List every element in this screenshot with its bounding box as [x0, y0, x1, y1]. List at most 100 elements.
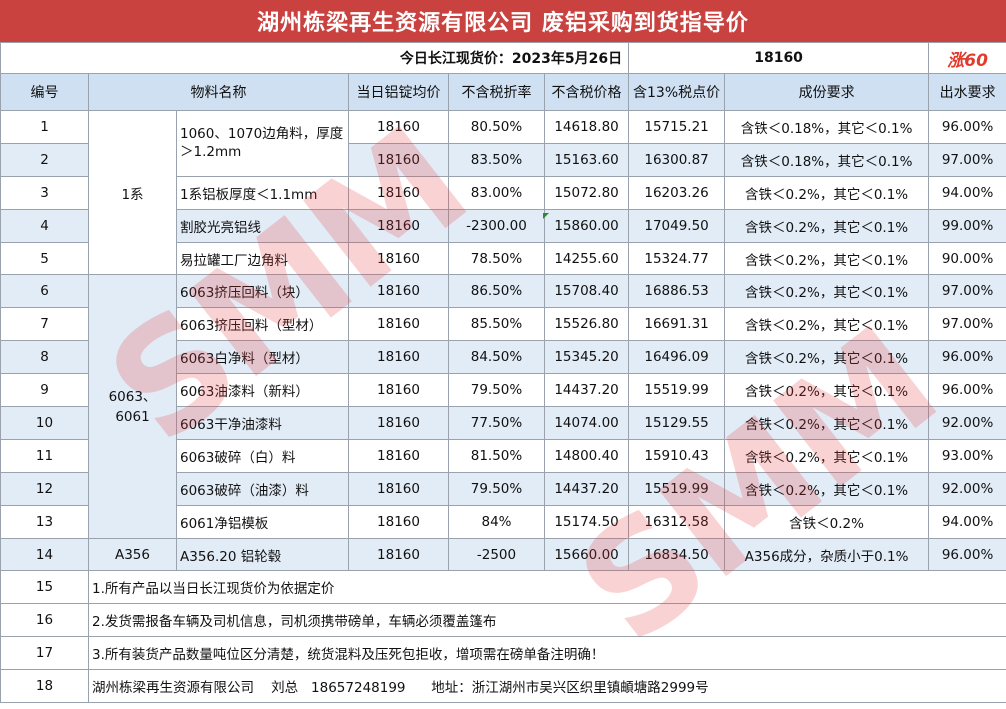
table-row: 12 6063破碎（油漆）料 18160 79.50% 14437.20 155…: [0, 471, 1006, 506]
table-row: 1 1系 1060、1070边角料，厚度＞1.2mm 18160 80.50% …: [0, 109, 1006, 276]
notax-price: 15174.50: [543, 504, 630, 539]
water-req: 90.00%: [928, 241, 1006, 276]
ingot-price: 18160: [348, 373, 449, 408]
row-no: 1: [0, 110, 89, 144]
notax-price: 14618.80: [543, 110, 630, 144]
ingot-price: 18160: [348, 471, 449, 506]
water-req: 94.00%: [928, 504, 1006, 539]
note-text: 1.所有产品以当日长江现货价为依据定价: [87, 570, 1006, 605]
water-req: 99.00%: [928, 208, 1006, 243]
contact-text: 湖州栋梁再生资源有限公司 刘总 18657248199 地址：浙江湖州市吴兴区织…: [87, 669, 1006, 704]
composition: 含铁＜0.18%，其它＜0.1%: [724, 110, 930, 144]
row-no: 15: [0, 570, 89, 605]
row-no: 7: [0, 307, 89, 342]
row-no: 16: [0, 603, 89, 638]
ingot-price: 18160: [348, 274, 449, 309]
header-water: 出水要求: [928, 73, 1006, 111]
rate: -2300.00: [448, 208, 545, 243]
row-no: 9: [0, 373, 89, 408]
composition: A356成分，杂质小于0.1%: [724, 537, 930, 572]
notax-price: 15708.40: [543, 274, 630, 309]
ingot-price: 18160: [348, 110, 449, 144]
composition: 含铁＜0.2%，其它＜0.1%: [724, 373, 930, 408]
notax-price: 15526.80: [543, 307, 630, 342]
composition: 含铁＜0.2%，其它＜0.1%: [724, 241, 930, 276]
water-req: 97.00%: [928, 307, 1006, 342]
tax-price: 15129.55: [628, 406, 726, 440]
group-6063-label: 6063、 6061: [108, 388, 157, 425]
notax-price: 14437.20: [543, 373, 630, 408]
ingot-price: 18160: [348, 208, 449, 243]
material-name: 6063破碎（油漆）料: [176, 471, 349, 506]
water-req: 96.00%: [928, 110, 1006, 144]
header-rate: 不含税折率: [448, 73, 545, 111]
material-name: 6063挤压回料（型材）: [176, 307, 349, 342]
note-text: 2.发货需报备车辆及司机信息，司机须携带磅单，车辆必须覆盖篷布: [87, 603, 1006, 638]
table-row: 9 6063油漆料（新料） 18160 79.50% 14437.20 1551…: [0, 373, 1006, 408]
ingot-price: 18160: [348, 142, 449, 177]
row-no: 4: [0, 208, 89, 243]
note-row: 15 1.所有产品以当日长江现货价为依据定价: [0, 570, 1006, 605]
header-material: 物料名称: [88, 73, 349, 111]
tax-price: 15910.43: [628, 438, 726, 473]
ingot-price: 18160: [348, 504, 449, 539]
note-text: 3.所有装货产品数量吨位区分清楚，统货混料及压死包拒收，增项需在磅单备注明确！: [87, 636, 1006, 671]
note-row: 16 2.发货需报备车辆及司机信息，司机须携带磅单，车辆必须覆盖篷布: [0, 603, 1006, 638]
tax-price: 15519.99: [628, 471, 726, 506]
spot-price-row: 今日长江现货价：2023年5月26日 18160 涨60: [0, 42, 1006, 74]
composition: 含铁＜0.2%，其它＜0.1%: [724, 438, 930, 473]
page-title: 湖州栋梁再生资源有限公司 废铝采购到货指导价: [0, 0, 1006, 42]
tax-price: 16691.31: [628, 307, 726, 342]
rate: 84.50%: [448, 340, 545, 375]
header-composition: 成份要求: [724, 73, 930, 111]
table-row: 8 6063白净料（型材） 18160 84.50% 15345.20 1649…: [0, 340, 1006, 375]
row-no: 18: [0, 669, 89, 704]
water-req: 97.00%: [928, 274, 1006, 309]
composition: 含铁＜0.18%，其它＜0.1%: [724, 142, 930, 177]
tax-price: 17049.50: [628, 208, 726, 243]
note-row: 17 3.所有装货产品数量吨位区分清楚，统货混料及压死包拒收，增项需在磅单备注明…: [0, 636, 1006, 671]
rate: 85.50%: [448, 307, 545, 342]
spot-price-value: 18160: [628, 42, 930, 74]
rate: 77.50%: [448, 406, 545, 440]
row-no: 2: [0, 142, 89, 177]
group-6063-6061: 6063、 6061: [88, 274, 177, 539]
material-name: 6063破碎（白）料: [176, 438, 349, 473]
group-1-series: 1系: [88, 109, 177, 276]
rate: 83.00%: [448, 175, 545, 210]
cell-comment-marker: [543, 213, 549, 219]
material-name: A356.20 铝轮毂: [176, 537, 349, 572]
row-no: 5: [0, 241, 89, 276]
note-row: 18 湖州栋梁再生资源有限公司 刘总 18657248199 地址：浙江湖州市吴…: [0, 669, 1006, 704]
rate: 78.50%: [448, 241, 545, 276]
ingot-price: 18160: [348, 241, 449, 276]
rate: 84%: [448, 504, 545, 539]
notax-price: 15163.60: [543, 142, 630, 177]
notax-price: 14255.60: [543, 241, 630, 276]
water-req: 92.00%: [928, 406, 1006, 440]
ingot-price: 18160: [348, 340, 449, 375]
notax-price: 14074.00: [543, 406, 630, 440]
composition: 含铁＜0.2%，其它＜0.1%: [724, 307, 930, 342]
header-ingot-price: 当日铝锭均价: [348, 73, 449, 111]
table-header-row: 编号 物料名称 当日铝锭均价 不含税折率 不含税价格 含13%税点价 成份要求 …: [0, 73, 1006, 111]
table-row: 14 A356 A356.20 铝轮毂 18160 -2500 15660.00…: [0, 537, 1006, 572]
tax-price: 16496.09: [628, 340, 726, 375]
header-tax-price: 含13%税点价: [628, 73, 726, 111]
row-no: 14: [0, 537, 89, 572]
water-req: 96.00%: [928, 373, 1006, 408]
ingot-price: 18160: [348, 406, 449, 440]
composition: 含铁＜0.2%，其它＜0.1%: [724, 340, 930, 375]
composition: 含铁＜0.2%，其它＜0.1%: [724, 406, 930, 440]
composition: 含铁＜0.2%，其它＜0.1%: [724, 274, 930, 309]
notax-price: 14437.20: [543, 471, 630, 506]
rate: 81.50%: [448, 438, 545, 473]
table-row: 2 18160 83.50% 15163.60 16300.87 含铁＜0.18…: [0, 142, 1006, 177]
notax-price: 15345.20: [543, 340, 630, 375]
composition: 含铁＜0.2%: [724, 504, 930, 539]
row-no: 10: [0, 406, 89, 440]
water-req: 94.00%: [928, 175, 1006, 210]
spot-price-label: 今日长江现货价：2023年5月26日: [0, 42, 630, 74]
tax-price: 16300.87: [628, 142, 726, 177]
composition: 含铁＜0.2%，其它＜0.1%: [724, 208, 930, 243]
